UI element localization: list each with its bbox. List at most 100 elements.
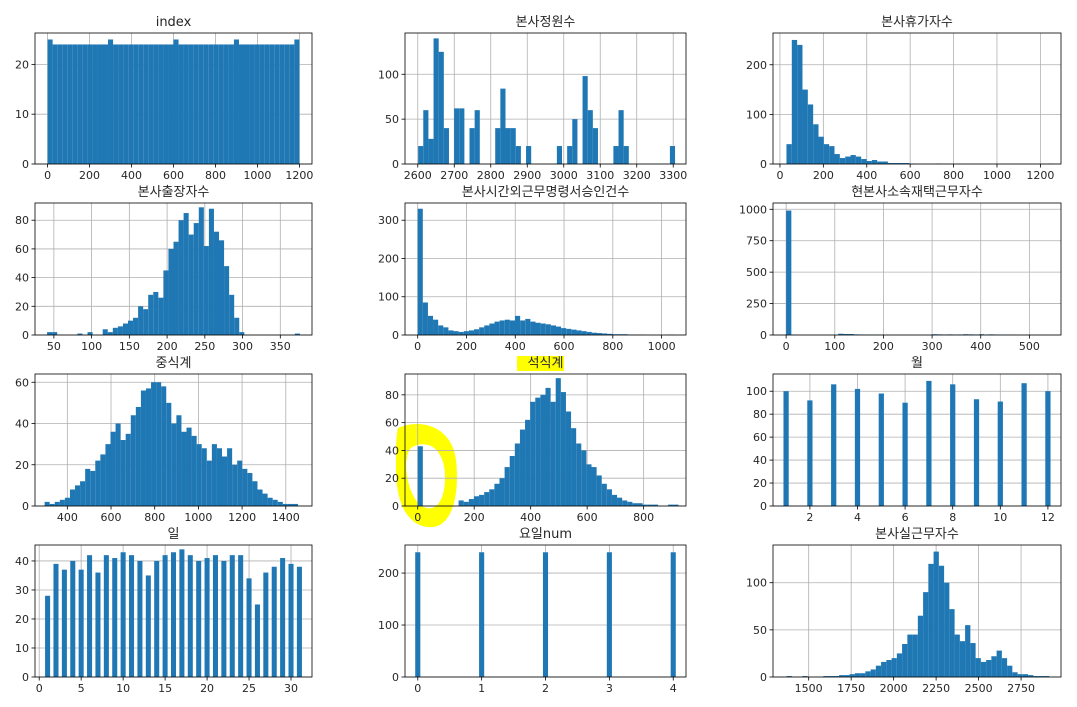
y-tick-label: 40	[15, 272, 29, 285]
y-tick-label: 100	[746, 577, 767, 590]
histogram-bar	[565, 411, 572, 506]
histogram-bar	[596, 333, 603, 335]
subplot-9: 0 5 10 15 20 25 30 0 10 20 30 40 일	[15, 527, 313, 695]
axes-frame	[404, 32, 687, 165]
histogram-bar	[294, 39, 300, 165]
histogram-bar	[854, 673, 861, 677]
histogram-bar	[123, 44, 129, 165]
histogram-bar	[938, 565, 945, 677]
x-tick-label: 3	[606, 682, 613, 695]
histogram-bar	[474, 329, 480, 335]
histogram-bar	[509, 320, 516, 335]
y-tick-label: 0	[760, 500, 767, 513]
histogram-bar	[229, 555, 235, 677]
x-tick-label: 100	[81, 340, 102, 353]
x-tick-label: 6	[902, 511, 909, 524]
subplot-10: 0 1 2 3 4 0 100 200 요일num	[378, 527, 687, 695]
histogram-bar	[613, 146, 619, 164]
histogram-bar	[183, 213, 189, 335]
histogram-bar	[469, 128, 475, 164]
histogram-bar	[133, 317, 139, 335]
histogram-bar	[499, 320, 505, 335]
x-tick-label: 2800	[477, 169, 505, 182]
x-tick-label: 0	[783, 340, 790, 353]
histogram-bar	[112, 327, 118, 335]
axes-frame	[404, 202, 687, 336]
subplot-title: 본사실근무자수	[875, 527, 959, 542]
histogram-bar	[196, 444, 202, 506]
histogram-bar	[64, 497, 70, 506]
histogram-bar	[171, 423, 177, 506]
histogram-bar	[670, 552, 676, 677]
histogram-bar	[287, 503, 293, 506]
y-tick-label: 300	[378, 214, 399, 227]
subplot-title: 현본사소속재택근무자수	[851, 185, 983, 200]
x-tick-label: 800	[943, 169, 964, 182]
histogram-bar	[484, 492, 490, 506]
histogram-bar	[1007, 665, 1013, 677]
histogram-bar	[120, 440, 126, 506]
histogram-bar	[926, 380, 932, 506]
x-tick-label: 1000	[648, 340, 676, 353]
histogram-bar	[902, 644, 908, 677]
histogram-bar	[125, 433, 131, 506]
histogram-bar	[991, 656, 997, 677]
subplot-title: 요일num	[519, 527, 572, 542]
histogram-bar	[505, 128, 511, 164]
histogram-bar	[102, 329, 108, 335]
x-tick-label: 400	[970, 340, 991, 353]
y-tick-label: 50	[385, 113, 399, 126]
histogram-bar	[1038, 676, 1044, 677]
y-tick-label: 60	[15, 376, 29, 389]
y-tick-label: 80	[753, 408, 767, 421]
x-tick-label: 2	[806, 511, 813, 524]
histogram-bar	[87, 44, 93, 165]
histogram-bar	[208, 44, 214, 165]
histogram-bar	[191, 435, 197, 506]
x-tick-label: 600	[163, 169, 184, 182]
histogram-bar	[828, 676, 834, 677]
histogram-bar	[561, 328, 567, 335]
histogram-bar	[62, 44, 68, 165]
histogram-bar	[870, 669, 876, 677]
x-tick-label: 150	[119, 340, 140, 353]
histogram-bar	[494, 321, 500, 335]
histogram-bar	[294, 333, 300, 335]
histogram-bar	[128, 44, 134, 165]
histogram-bar	[44, 501, 50, 506]
histogram-bar	[70, 560, 76, 677]
histogram-bar	[176, 415, 182, 506]
histogram-bar	[105, 444, 111, 506]
histogram-bar	[602, 333, 608, 335]
histogram-bar	[582, 76, 588, 164]
histogram-bar	[263, 572, 269, 677]
histogram-bar	[221, 560, 227, 677]
axes-frame	[772, 202, 1062, 336]
x-tick-label: 1200	[285, 169, 313, 182]
histogram-bar	[669, 146, 676, 164]
histogram-bar	[288, 563, 294, 677]
x-tick-label: 350	[270, 340, 291, 353]
histogram-bar	[463, 331, 469, 335]
y-tick-label: 0	[760, 329, 767, 342]
histogram-bar	[959, 641, 966, 677]
histogram-bar	[292, 503, 299, 506]
subplot-4: 0 200 400 600 800 1000 0 100 200 300 본사시간외근무명령서승인건…	[378, 185, 687, 353]
histogram-bar	[786, 144, 792, 164]
histogram-bar	[221, 456, 228, 506]
histogram-bar	[173, 241, 179, 335]
histogram-bar	[973, 399, 980, 506]
y-tick-label: 40	[385, 444, 399, 457]
histogram-bar	[181, 431, 187, 506]
x-tick-label: 0	[414, 511, 421, 524]
histogram-bar	[267, 497, 273, 506]
axes-frame	[34, 202, 313, 336]
y-tick-label: 750	[746, 235, 767, 248]
histogram-bar	[127, 320, 134, 335]
histogram-bar	[212, 555, 218, 677]
histogram-bar	[87, 332, 93, 335]
histogram-bar	[535, 322, 541, 335]
histogram-bar	[484, 325, 490, 335]
y-tick-label: 20	[15, 613, 29, 626]
histogram-bar	[213, 44, 219, 165]
